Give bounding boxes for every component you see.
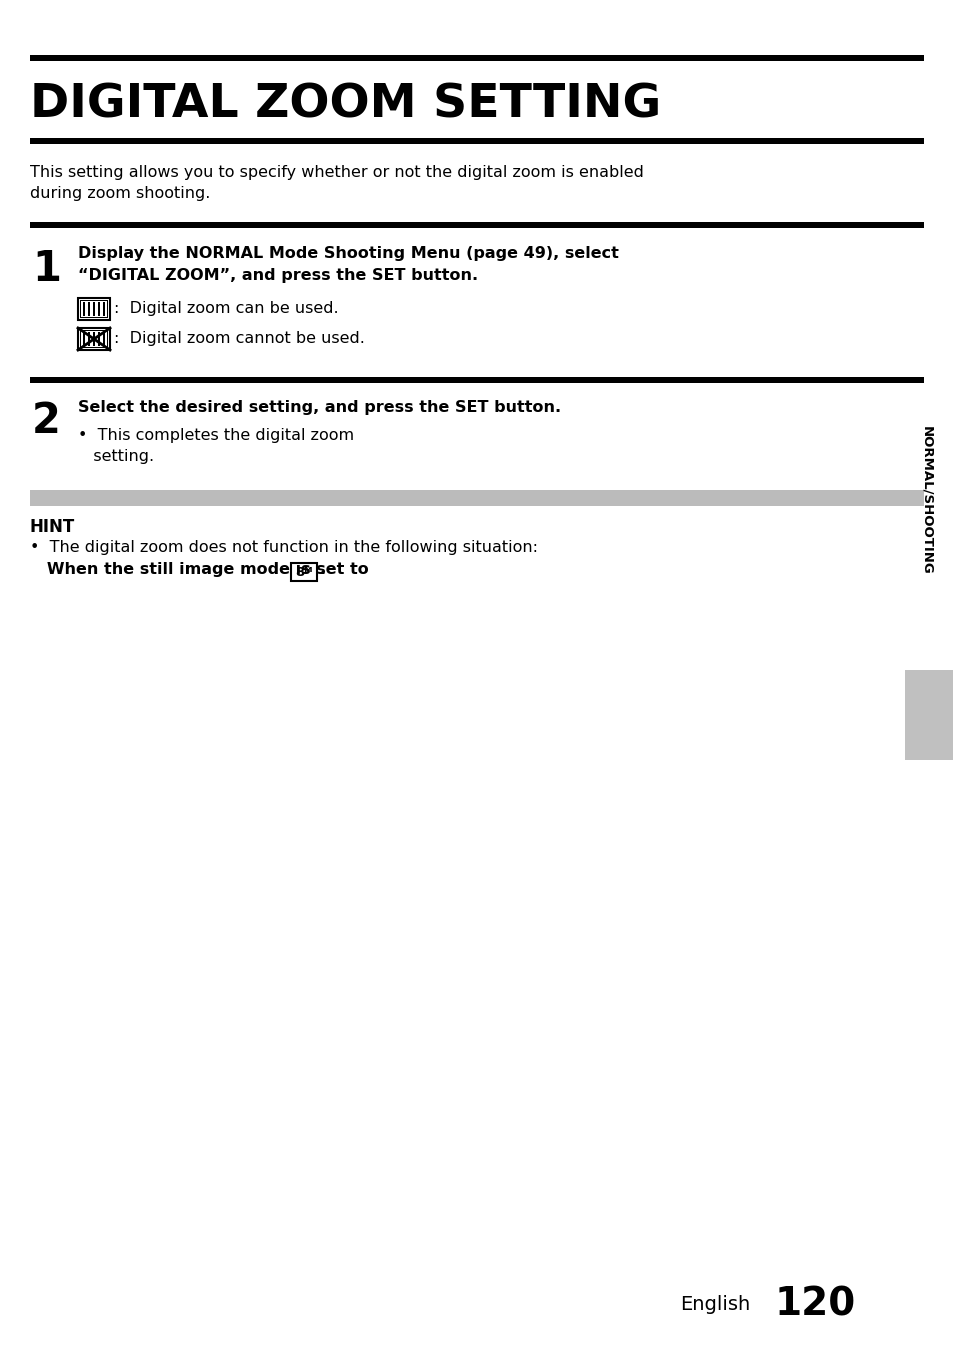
Bar: [81, 301, 107, 317]
Text: When the still image mode is set to: When the still image mode is set to: [30, 562, 374, 577]
Text: 2: 2: [32, 399, 61, 443]
Text: .: .: [319, 562, 325, 577]
Text: 120: 120: [774, 1286, 856, 1323]
Text: 1: 1: [32, 247, 61, 291]
Bar: [291, 564, 317, 581]
Bar: [30, 377, 923, 383]
Text: DIGITAL ZOOM SETTING: DIGITAL ZOOM SETTING: [30, 82, 660, 128]
Text: •  This completes the digital zoom: • This completes the digital zoom: [78, 428, 354, 443]
Text: setting.: setting.: [78, 449, 154, 464]
Bar: [92, 332, 95, 346]
Bar: [30, 222, 923, 229]
Bar: [30, 139, 923, 144]
Bar: [80, 330, 108, 348]
Text: Display the NORMAL Mode Shooting Menu (page 49), select: Display the NORMAL Mode Shooting Menu (p…: [78, 246, 618, 261]
Text: “DIGITAL ZOOM”, and press the SET button.: “DIGITAL ZOOM”, and press the SET button…: [78, 268, 477, 282]
Text: Select the desired setting, and press the SET button.: Select the desired setting, and press th…: [78, 399, 560, 416]
Bar: [30, 490, 923, 506]
Bar: [92, 303, 95, 316]
Bar: [88, 332, 90, 346]
Bar: [98, 303, 100, 316]
Bar: [98, 332, 100, 346]
Bar: [83, 303, 85, 316]
Text: •  The digital zoom does not function in the following situation:: • The digital zoom does not function in …: [30, 539, 537, 555]
Text: HINT: HINT: [30, 518, 75, 537]
Text: NORMAL/SHOOTING: NORMAL/SHOOTING: [920, 425, 933, 574]
Bar: [30, 55, 923, 61]
Bar: [103, 303, 105, 316]
Bar: [88, 303, 90, 316]
Text: during zoom shooting.: during zoom shooting.: [30, 186, 211, 200]
Text: English: English: [679, 1295, 749, 1314]
Bar: [78, 299, 110, 320]
Text: :  Digital zoom can be used.: : Digital zoom can be used.: [113, 301, 338, 316]
Text: :  Digital zoom cannot be used.: : Digital zoom cannot be used.: [113, 331, 364, 347]
Bar: [904, 670, 953, 760]
Bar: [103, 332, 105, 346]
Bar: [78, 328, 110, 350]
Text: 8ᴹ: 8ᴹ: [295, 565, 313, 578]
Bar: [81, 331, 107, 347]
Bar: [80, 300, 108, 317]
Bar: [83, 332, 85, 346]
Text: This setting allows you to specify whether or not the digital zoom is enabled: This setting allows you to specify wheth…: [30, 165, 643, 180]
